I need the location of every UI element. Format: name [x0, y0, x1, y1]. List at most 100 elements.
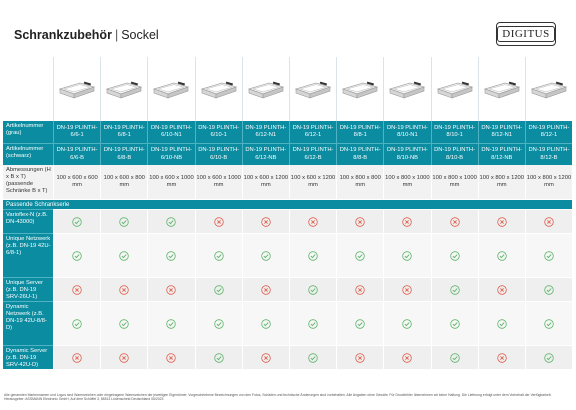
table-cell: DN-19 PLINTH-8/10-1 — [430, 121, 478, 143]
title-subcategory: Sockel — [121, 28, 159, 42]
table-cell: DN-19 PLINTH-6/10-NB — [147, 144, 194, 165]
compatibility-cell — [53, 301, 101, 345]
page-title: Schrankzubehör | Sockel — [14, 28, 159, 42]
check-icon — [449, 318, 460, 329]
check-icon — [402, 250, 413, 261]
compatibility-cell — [524, 345, 573, 369]
product-image — [477, 57, 525, 121]
check-icon — [449, 250, 460, 261]
product-image — [147, 57, 194, 121]
check-icon — [497, 250, 507, 261]
table-cell: 100 x 800 x 1200 mm — [524, 165, 572, 199]
compatibility-cell — [430, 233, 478, 277]
product-image — [383, 57, 430, 121]
check-icon — [544, 284, 554, 295]
table-cell: 100 x 800 x 1200 mm — [477, 165, 525, 199]
compatibility-cell — [336, 345, 384, 369]
plinth-frame-icon — [58, 81, 96, 99]
row-article-grey: Artikelnummer (grau) DN-19 PLINTH-6/6-1 D… — [3, 121, 572, 143]
product-image — [524, 57, 572, 121]
compatibility-cell — [194, 233, 242, 277]
table-cell: 100 x 600 x 1000 mm — [194, 165, 242, 199]
compatibility-cell — [194, 301, 242, 345]
check-icon — [261, 250, 271, 261]
compatibility-cell — [194, 345, 242, 369]
cross-icon — [119, 284, 129, 295]
check-icon — [119, 216, 129, 227]
check-icon — [72, 250, 82, 261]
cross-icon — [261, 216, 271, 227]
row-label: Abmessungen (H x B x T) (passende Schrän… — [6, 167, 51, 194]
plinth-frame-icon — [247, 81, 285, 99]
compatibility-cell — [100, 301, 148, 345]
check-icon — [308, 284, 318, 295]
product-image — [241, 57, 289, 121]
cross-icon — [449, 216, 460, 227]
compatibility-cell — [147, 301, 195, 345]
compatibility-cell — [147, 209, 195, 233]
cross-icon — [355, 216, 365, 227]
compatibility-cell — [53, 233, 101, 277]
cross-icon — [261, 352, 271, 363]
title-category: Schrankzubehör — [14, 28, 112, 42]
compatibility-cell — [100, 233, 148, 277]
compatibility-cell — [194, 277, 242, 301]
table-cell: DN-19 PLINTH-6/6-B — [53, 144, 100, 165]
cross-icon — [497, 284, 507, 295]
feature-row: Unique Server (z.B. DN-19 SRV-26U-1) — [3, 277, 573, 301]
plinth-frame-icon — [200, 81, 237, 99]
table-cell: 100 x 600 x 1200 mm — [288, 165, 336, 199]
table-cell: DN-19 PLINTH-8/10-NB — [383, 144, 430, 165]
check-icon — [449, 284, 460, 295]
feature-rows: Varioflex-N (z.B. DN-43000) Unique Netzwe… — [3, 209, 573, 369]
check-icon — [119, 318, 129, 329]
table-cell: DN-19 PLINTH-6/12-NB — [241, 144, 289, 165]
compatibility-cell — [524, 209, 573, 233]
product-image — [288, 57, 336, 121]
image-row-lead — [3, 57, 53, 121]
check-icon — [544, 318, 554, 329]
table-cell: 100 x 800 x 1000 mm — [383, 165, 430, 199]
compatibility-cell — [336, 209, 384, 233]
plinth-frame-icon — [483, 81, 521, 99]
cross-icon — [497, 216, 507, 227]
table-cell: DN-19 PLINTH-8/10-N1 — [383, 121, 430, 143]
row-article-black: Artikelnummer (schwarz) DN-19 PLINTH-6/6… — [3, 143, 572, 165]
table-cell: DN-19 PLINTH-6/12-N1 — [241, 121, 289, 143]
compatibility-cell — [288, 345, 337, 369]
table-cell: DN-19 PLINTH-6/10-N1 — [147, 121, 194, 143]
check-icon — [166, 216, 177, 227]
logo-text: DIGITUS — [497, 26, 555, 42]
table-cell: DN-19 PLINTH-8/12-B — [524, 144, 572, 165]
cross-icon — [72, 352, 82, 363]
feature-label: Varioflex-N (z.B. DN-43000) — [3, 209, 53, 233]
cross-icon — [72, 284, 82, 295]
plinth-frame-icon — [341, 81, 379, 99]
table-cell: 100 x 800 x 1000 mm — [430, 165, 478, 199]
check-icon — [72, 318, 82, 329]
cross-icon — [402, 216, 413, 227]
cross-icon — [308, 216, 318, 227]
row-label: Artikelnummer (schwarz) — [6, 146, 44, 159]
table-cell: DN-19 PLINTH-8/12-N1 — [477, 121, 525, 143]
plinth-frame-icon — [105, 81, 143, 99]
compatibility-cell — [524, 301, 573, 345]
feature-row: Varioflex-N (z.B. DN-43000) — [3, 209, 573, 233]
check-icon — [355, 250, 365, 261]
compatibility-cell — [336, 277, 384, 301]
compatibility-cell — [241, 301, 289, 345]
compatibility-cell — [147, 277, 195, 301]
compatibility-cell — [383, 209, 431, 233]
product-image — [53, 57, 100, 121]
check-icon — [213, 352, 224, 363]
compatibility-cell — [477, 277, 525, 301]
feature-row: Dynamic Netzwerk (z.B. DN-19 42U-8/8-D) — [3, 301, 573, 345]
compatibility-cell — [288, 233, 337, 277]
compatibility-cell — [477, 209, 525, 233]
section-header: Passende Schrankserie — [3, 199, 572, 209]
product-image — [100, 57, 147, 121]
compatibility-cell — [241, 345, 289, 369]
table-cell: DN-19 PLINTH-6/8-1 — [100, 121, 147, 143]
product-image — [336, 57, 383, 121]
table-cell: DN-19 PLINTH-8/12-1 — [524, 121, 572, 143]
